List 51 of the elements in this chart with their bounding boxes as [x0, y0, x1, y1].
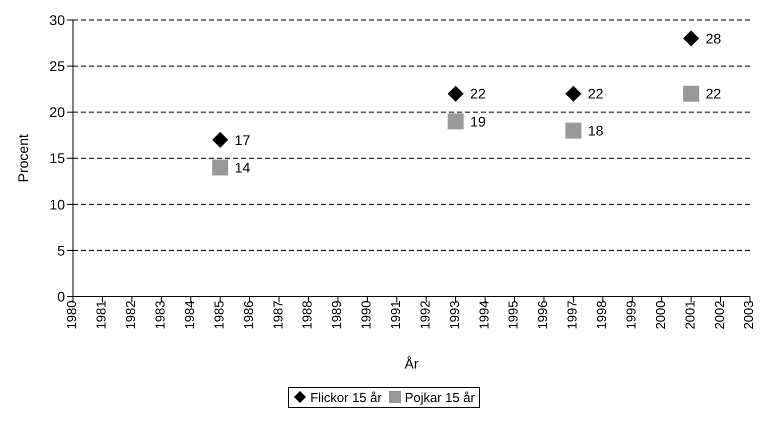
x-tick-label: 1995 [506, 300, 521, 330]
point [683, 86, 700, 102]
x-tick-label: 1981 [94, 300, 109, 330]
x-tick-label: 1992 [417, 300, 432, 330]
x-axis-title: År [404, 356, 419, 372]
y-tick-label: 10 [49, 196, 66, 212]
x-tick-label: 1996 [535, 300, 550, 330]
data-label: 28 [706, 30, 722, 46]
legend-label: Flickor 15 år [310, 390, 382, 404]
x-tick-label: 1982 [123, 300, 138, 330]
x-tick-label: 1983 [152, 300, 168, 330]
x-tick-label: 1980 [64, 300, 80, 330]
point [448, 86, 464, 102]
x-tick-label: 1985 [211, 300, 226, 330]
data-label: 14 [234, 159, 250, 176]
x-tick-label: 2002 [712, 300, 727, 330]
y-tick-label: 15 [49, 150, 66, 166]
data-label: 22 [706, 86, 722, 102]
x-tick-label: 1986 [240, 300, 256, 330]
point [565, 86, 582, 102]
x-tick-label: 2003 [741, 300, 756, 330]
point [448, 113, 464, 130]
x-tick-label: 1991 [388, 300, 404, 330]
point [212, 132, 228, 148]
x-tick-label: 1990 [358, 300, 374, 330]
x-tick-label: 1988 [300, 300, 315, 330]
x-tick-label: 2000 [652, 300, 668, 330]
x-tick-label: 1993 [446, 300, 462, 330]
point [683, 30, 700, 46]
y-tick-label: 30 [49, 12, 66, 28]
x-tick-label: 1994 [476, 300, 492, 330]
y-tick-label: 20 [49, 104, 66, 120]
x-tick-label: 1997 [564, 300, 580, 330]
y-tick-label: 0 [57, 288, 66, 304]
legend-label: Pojkar 15 år [404, 390, 475, 404]
data-label: 18 [588, 122, 604, 139]
y-tick-label: 5 [57, 242, 66, 258]
x-tick-label: 1987 [270, 300, 286, 330]
point [212, 159, 228, 176]
x-tick-label: 1989 [329, 300, 344, 330]
y-tick-label: 25 [49, 58, 66, 74]
y-axis-title: Procent [14, 134, 31, 182]
data-label: 19 [470, 113, 486, 130]
data-label: 17 [234, 132, 250, 148]
point [565, 122, 582, 139]
x-tick-label: 1984 [182, 300, 197, 330]
x-tick-label: 2001 [682, 300, 698, 330]
data-label: 22 [588, 86, 604, 102]
x-tick-label: 1998 [594, 300, 610, 330]
x-tick-label: 1999 [623, 300, 638, 330]
data-label: 22 [470, 86, 486, 102]
